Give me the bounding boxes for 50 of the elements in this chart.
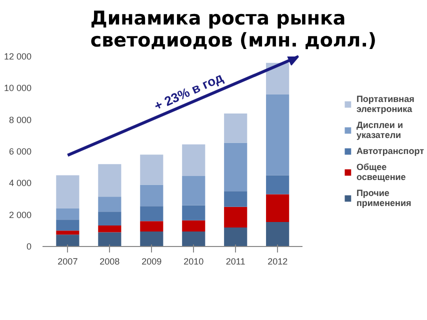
legend-label: Автотранспорт [356, 146, 424, 156]
bar [140, 221, 164, 232]
x-tick-label: 2011 [226, 256, 246, 266]
y-tick-label: 10 000 [4, 83, 32, 94]
bar [98, 232, 122, 246]
bar [224, 228, 248, 246]
legend-label: Портативная электроника [356, 94, 414, 114]
bar [266, 94, 290, 176]
y-tick-label: 12 000 [4, 52, 32, 62]
bar [140, 206, 164, 222]
x-tick-label: 2010 [184, 256, 204, 266]
bar [140, 184, 164, 206]
bar [56, 220, 80, 231]
bar [98, 212, 122, 226]
x-tick-label: 2012 [268, 256, 288, 266]
bar [182, 220, 206, 232]
x-tick-label: 2007 [58, 256, 78, 266]
chart-title: Динамика роста рынка светодиодов (млн. долл.) [90, 8, 377, 52]
y-tick-label: 8 000 [8, 114, 32, 125]
bar [266, 194, 290, 222]
y-tick-label: 2 000 [8, 210, 32, 220]
bar [56, 175, 80, 208]
legend-label: Прочие применения [356, 188, 412, 208]
bar [182, 144, 206, 176]
bar [224, 206, 248, 228]
bar [140, 231, 164, 246]
annotation: + 23% в год [152, 69, 226, 114]
bar [56, 208, 80, 220]
bar [224, 114, 248, 143]
bar [98, 196, 122, 212]
x-tick-label: 2008 [100, 256, 120, 266]
bar [182, 231, 206, 246]
bar [266, 62, 290, 94]
bar [266, 175, 290, 194]
bar [98, 164, 122, 197]
bar [140, 154, 164, 185]
x-tick-label: 2009 [142, 256, 162, 266]
y-tick-label: 6 000 [8, 146, 32, 156]
bar [98, 225, 122, 232]
legend-label: Общее освещение [356, 162, 406, 182]
y-tick-label: 4 000 [8, 178, 32, 188]
bar [224, 191, 248, 207]
bar [182, 205, 206, 220]
y-tick-label: 0 [26, 242, 32, 252]
legend-label: Дисплеи и указатели [356, 120, 403, 140]
bar [266, 222, 290, 246]
bar [56, 230, 80, 235]
bar [182, 176, 206, 206]
bar [224, 142, 248, 192]
bar [56, 234, 80, 246]
